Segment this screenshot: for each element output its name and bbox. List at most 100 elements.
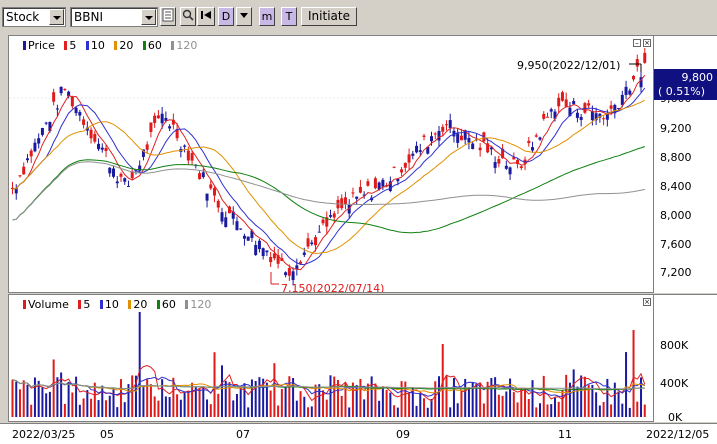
- volume-bar: [430, 398, 433, 417]
- candle: [373, 178, 377, 189]
- first-page-icon[interactable]: [197, 7, 215, 26]
- list-icon[interactable]: [160, 7, 176, 26]
- symbol-input[interactable]: BBNI: [70, 7, 158, 27]
- candle: [624, 86, 628, 95]
- volume-bar: [643, 404, 646, 417]
- volume-pane[interactable]: Volume 5 10 20 60 120 ×: [8, 294, 654, 422]
- volume-bar: [617, 391, 620, 417]
- candle: [302, 252, 306, 255]
- candle: [579, 116, 583, 120]
- candle: [138, 165, 142, 171]
- candle: [531, 147, 535, 151]
- volume-bar: [636, 401, 639, 417]
- initiate-button[interactable]: Initiate: [301, 7, 357, 26]
- volume-bar: [78, 404, 81, 417]
- volume-bar: [221, 365, 224, 417]
- candle: [512, 157, 516, 160]
- volume-bar: [591, 384, 594, 417]
- volume-bar: [494, 377, 497, 417]
- candle: [560, 92, 564, 101]
- volume-bar: [138, 312, 141, 417]
- candle: [575, 112, 579, 118]
- candle: [444, 124, 448, 126]
- candle: [29, 150, 33, 157]
- volume-bar: [108, 395, 111, 417]
- volume-bar: [105, 400, 108, 417]
- volume-plot: [11, 312, 646, 417]
- volume-bar: [41, 387, 44, 417]
- volume-bar: [277, 405, 280, 417]
- candle: [186, 150, 190, 161]
- period-t-button[interactable]: T: [281, 7, 297, 26]
- volume-bar: [149, 384, 152, 417]
- legend-swatch: [78, 300, 82, 309]
- candle: [329, 215, 332, 217]
- candle: [407, 154, 411, 163]
- candle: [516, 159, 520, 165]
- volume-bar: [486, 381, 489, 417]
- candle: [78, 112, 82, 116]
- low-annotation: 7,150(2022/07/14): [281, 282, 384, 292]
- candle: [635, 59, 639, 67]
- candle: [504, 165, 508, 169]
- candle: [149, 122, 153, 132]
- candle: [11, 187, 14, 190]
- volume-bar: [86, 390, 89, 417]
- price-axis: 9,600 9,200 8,800 8,400 8,000 7,600 7,20…: [654, 35, 717, 293]
- candle: [284, 272, 288, 276]
- volume-bar: [232, 400, 235, 417]
- candle: [572, 100, 576, 105]
- volume-bar: [490, 378, 493, 417]
- candle: [291, 271, 295, 281]
- volume-bar: [284, 387, 287, 417]
- candle: [112, 168, 116, 177]
- candle: [18, 175, 22, 177]
- candle: [437, 130, 441, 141]
- volume-bar: [621, 403, 624, 417]
- candle: [497, 159, 501, 164]
- volume-bar: [524, 388, 527, 417]
- chevron-down-icon[interactable]: [141, 9, 156, 25]
- close-pane-icon[interactable]: ×: [643, 39, 651, 47]
- ma20-label: 20: [119, 39, 134, 52]
- current-price: 9,800: [681, 71, 714, 84]
- market-type-select[interactable]: Stock: [2, 7, 66, 27]
- candle: [14, 188, 18, 194]
- candle: [430, 136, 434, 142]
- candle: [190, 153, 194, 161]
- chevron-down-icon[interactable]: [49, 9, 64, 25]
- vma120-label: 120: [190, 298, 212, 311]
- volume-bar: [228, 382, 231, 417]
- volume-bar: [37, 380, 40, 417]
- candle: [358, 186, 362, 193]
- period-dropdown[interactable]: [236, 7, 252, 26]
- candle: [108, 167, 112, 174]
- candle: [385, 185, 389, 187]
- volume-bar: [26, 384, 29, 417]
- candle: [317, 231, 321, 233]
- market-type-value: Stock: [6, 10, 40, 24]
- candle: [239, 228, 243, 230]
- volume-bar: [198, 388, 201, 417]
- close-pane-icon[interactable]: ×: [643, 298, 651, 306]
- candle: [542, 113, 546, 119]
- search-icon[interactable]: [180, 7, 196, 26]
- candle: [55, 108, 59, 110]
- candle: [246, 236, 250, 241]
- candle: [396, 178, 400, 182]
- candle: [519, 166, 523, 169]
- volume-bar: [235, 393, 238, 417]
- price-pane[interactable]: Price 5 10 20 60 120 – × 9,950(2022/12/0…: [8, 35, 654, 293]
- candle: [97, 143, 101, 150]
- volume-bar: [45, 393, 48, 417]
- volume-axis: 800K 400K 0K: [654, 294, 717, 424]
- volume-bar: [553, 397, 556, 417]
- candle: [82, 119, 86, 125]
- candle: [433, 133, 437, 135]
- minimize-pane-icon[interactable]: –: [633, 39, 641, 47]
- period-d-button[interactable]: D: [218, 7, 234, 26]
- candle: [332, 213, 336, 218]
- candle: [478, 147, 482, 151]
- candle: [216, 200, 220, 208]
- period-m-button[interactable]: m: [259, 7, 275, 26]
